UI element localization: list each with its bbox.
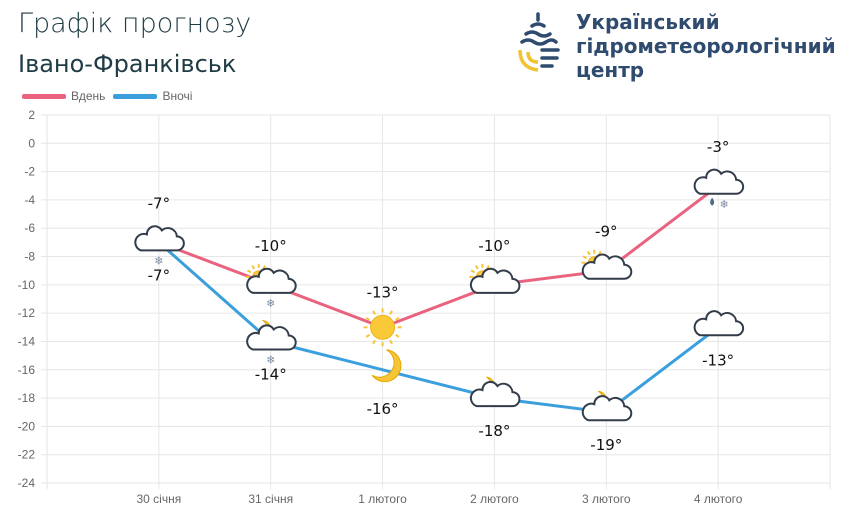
night-weather-icon-moon-cloud — [581, 390, 633, 422]
day-weather-icon-sun-cloud-snow: ❄ — [245, 263, 297, 310]
legend-swatch-day — [22, 93, 66, 99]
svg-text:❄: ❄ — [154, 255, 163, 267]
y-tick-label: -8 — [24, 250, 35, 264]
x-tick-label: 31 січня — [248, 492, 293, 506]
svg-text:❄: ❄ — [266, 354, 275, 366]
day-weather-icon-cloud-rain-snow: ❄ — [693, 168, 745, 211]
y-tick-label: -6 — [24, 221, 35, 235]
y-tick-label: -14 — [18, 334, 36, 348]
day-weather-icon-sun — [363, 308, 402, 347]
y-tick-label: -4 — [24, 193, 35, 207]
x-tick-label: 2 лютого — [470, 492, 519, 506]
y-tick-label: -2 — [24, 165, 35, 179]
logo-drop-icon — [518, 12, 560, 72]
day-weather-icon-sun-cloud — [581, 249, 633, 280]
y-tick-label: 0 — [28, 136, 35, 150]
city-name: Івано-Франківськ — [18, 50, 237, 78]
svg-text:❄: ❄ — [720, 199, 729, 211]
series-line-night — [157, 241, 720, 414]
day-temp-label: -13° — [367, 283, 399, 301]
night-weather-icon-cloud — [693, 310, 745, 337]
legend-item-day[interactable]: Вдень — [22, 89, 105, 103]
day-weather-icon-sun-cloud — [469, 263, 521, 294]
page-title: Графік прогнозу — [18, 8, 252, 39]
day-temp-label: -10° — [255, 237, 287, 255]
y-tick-label: -24 — [18, 476, 36, 490]
x-tick-label: 4 лютого — [694, 492, 743, 506]
night-weather-icon-moon-cloud — [469, 376, 521, 408]
night-weather-icon-moon — [371, 349, 402, 383]
logo-line-1: Український — [576, 10, 720, 34]
y-tick-label: -20 — [18, 419, 36, 433]
night-temp-label: -16° — [367, 400, 399, 418]
night-temp-label: -18° — [478, 422, 510, 440]
night-temp-label: -19° — [590, 436, 622, 454]
day-temp-label: -3° — [707, 138, 729, 156]
logo-line-2: гідрометеорологічний — [576, 34, 836, 58]
y-tick-label: -16 — [18, 363, 36, 377]
y-tick-label: -18 — [18, 391, 36, 405]
y-tick-label: -22 — [18, 448, 36, 462]
day-temp-label: -10° — [478, 237, 510, 255]
y-tick-label: 2 — [28, 108, 35, 122]
legend-item-night[interactable]: Вночі — [113, 89, 192, 103]
logo: Український гідрометеорологічний центр — [512, 10, 836, 82]
x-tick-label: 30 січня — [136, 492, 181, 506]
day-temp-label: -7° — [148, 194, 170, 212]
logo-line-3: центр — [576, 58, 645, 82]
night-temp-label: -14° — [255, 365, 287, 383]
day-temp-label: -9° — [595, 223, 617, 241]
night-weather-icon-moon-cloud-snow: ❄ — [246, 319, 297, 366]
legend-label-day: Вдень — [71, 89, 106, 103]
x-tick-label: 3 лютого — [582, 492, 631, 506]
svg-text:❄: ❄ — [266, 298, 275, 310]
y-tick-label: -12 — [18, 306, 36, 320]
legend: Вдень Вночі — [22, 89, 200, 103]
y-tick-label: -10 — [18, 278, 36, 292]
x-tick-label: 1 лютого — [358, 492, 407, 506]
night-temp-label: -7° — [148, 266, 170, 284]
legend-swatch-night — [113, 93, 158, 99]
night-temp-label: -13° — [702, 351, 734, 369]
day-weather-icon-cloud-snow: ❄ — [134, 225, 185, 267]
legend-label-night: Вночі — [162, 89, 193, 103]
